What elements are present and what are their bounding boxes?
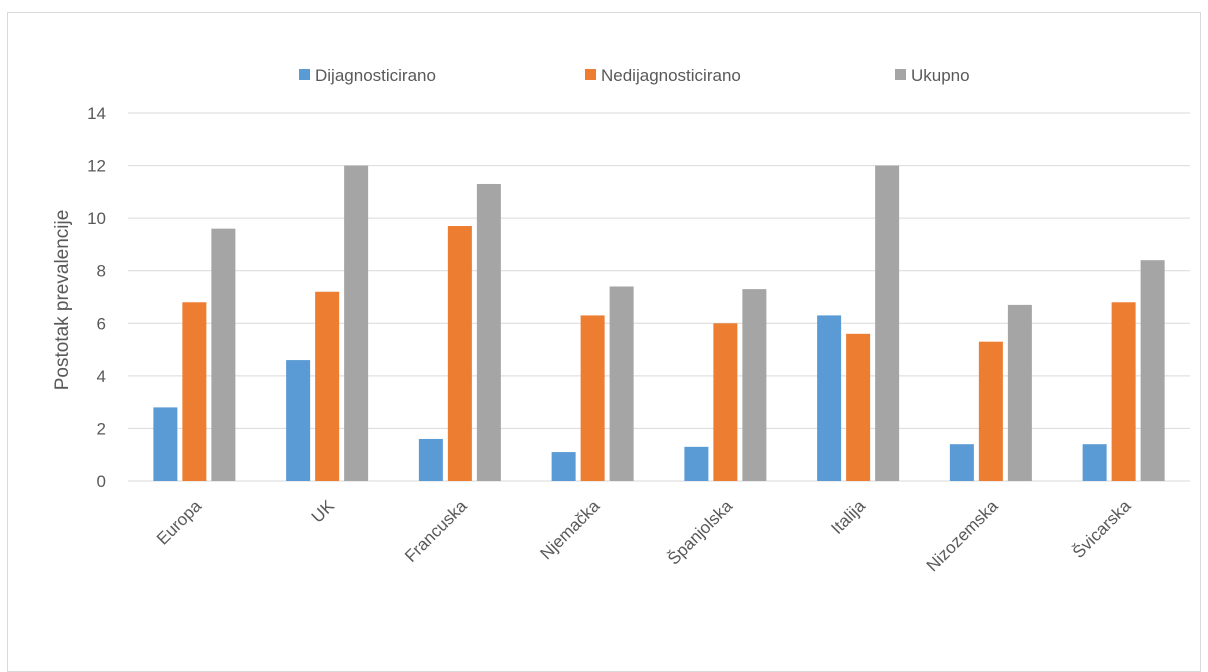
bar-2-7 (978, 341, 1003, 481)
x-tick-label: Europa (153, 496, 206, 549)
bars (153, 165, 1165, 482)
bar-3-1 (211, 228, 236, 481)
bar-2-3 (447, 226, 472, 481)
y-axis-ticks: 0 2 4 6 8 10 12 14 (87, 104, 106, 491)
y-tick-label: 6 (97, 314, 106, 333)
legend-label: Dijagnosticirano (315, 66, 436, 85)
bar-2-1 (182, 302, 207, 481)
legend-swatch (299, 69, 310, 80)
bar-1-6 (817, 315, 842, 481)
x-tick-label: Italija (827, 496, 869, 538)
legend-label: Nedijagnosticirano (601, 66, 741, 85)
bar-2-2 (315, 291, 340, 481)
bar-1-8 (1082, 444, 1107, 481)
y-tick-label: 12 (87, 157, 106, 176)
x-tick-label: UK (308, 496, 339, 527)
y-tick-label: 10 (87, 209, 106, 228)
bar-3-4 (609, 286, 634, 481)
y-tick-label: 0 (97, 472, 106, 491)
bar-3-3 (476, 183, 501, 481)
y-tick-label: 4 (97, 367, 106, 386)
x-tick-label: Švicarska (1069, 496, 1135, 562)
y-tick-label: 8 (97, 262, 106, 281)
x-tick-label: Španjolska (664, 496, 737, 569)
bar-1-2 (286, 360, 311, 481)
legend-swatch (895, 69, 906, 80)
legend: Dijagnosticirano Nedijagnosticirano Ukupno (299, 66, 970, 85)
bar-1-7 (949, 444, 974, 481)
bar-3-6 (875, 165, 900, 482)
bar-2-5 (713, 323, 738, 481)
bar-3-7 (1007, 304, 1032, 481)
y-tick-label: 14 (87, 104, 106, 123)
bar-1-3 (418, 438, 443, 481)
bar-1-5 (684, 446, 709, 481)
bar-2-8 (1111, 302, 1136, 481)
bar-3-5 (742, 289, 767, 481)
y-axis-title: Postotak prevalencije (52, 210, 73, 391)
bar-1-4 (551, 452, 576, 481)
legend-swatch (585, 69, 596, 80)
bar-2-4 (580, 315, 605, 481)
x-tick-label: Njemačka (537, 496, 604, 563)
y-tick-label: 2 (97, 419, 106, 438)
x-tick-label: Nizozemska (923, 496, 1002, 575)
bar-3-8 (1140, 260, 1165, 481)
bar-2-6 (846, 333, 871, 481)
bar-1-1 (153, 407, 178, 481)
x-tick-label: Francuska (401, 496, 471, 566)
x-axis-ticks: Europa UK Francuska Njemačka Španjolska Itali… (153, 496, 1135, 575)
legend-label: Ukupno (911, 66, 970, 85)
bar-3-2 (344, 165, 369, 482)
